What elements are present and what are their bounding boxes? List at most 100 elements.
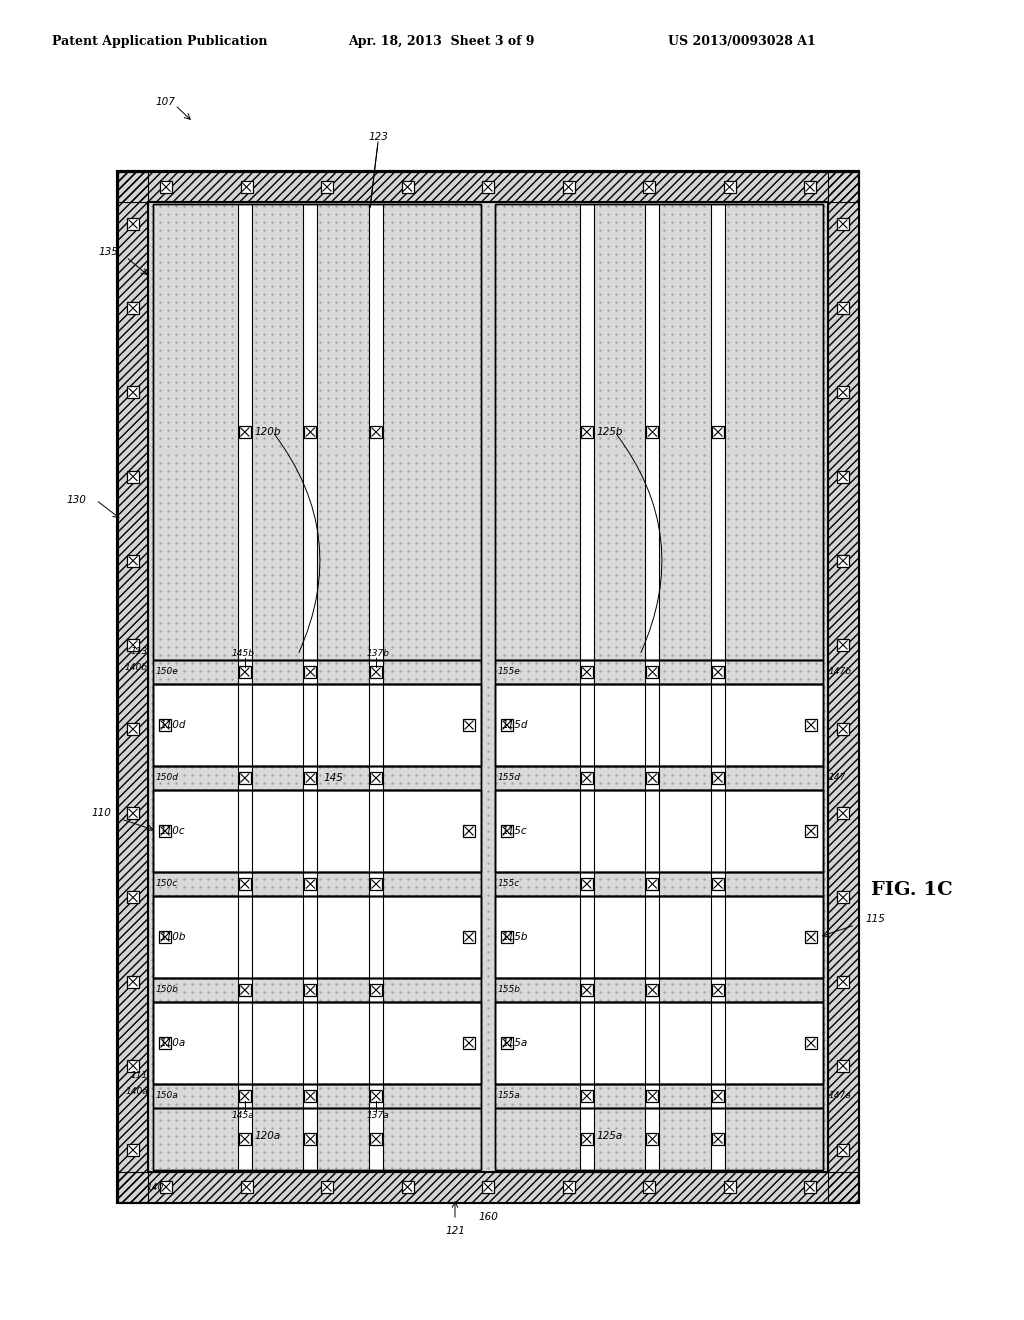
- Bar: [562, 181, 574, 193]
- Bar: [153, 789, 481, 873]
- Bar: [304, 1090, 316, 1102]
- Bar: [837, 639, 849, 651]
- Bar: [724, 181, 735, 193]
- Text: 155b: 155b: [498, 986, 521, 994]
- Bar: [495, 978, 823, 1002]
- Bar: [501, 825, 513, 837]
- Bar: [495, 1002, 823, 1084]
- Bar: [153, 978, 481, 1002]
- Bar: [804, 1181, 816, 1193]
- Text: 115c: 115c: [501, 826, 526, 836]
- Text: 115d: 115d: [501, 719, 527, 730]
- Bar: [127, 808, 139, 820]
- Text: 155a: 155a: [498, 1092, 521, 1101]
- Bar: [646, 772, 658, 784]
- Text: 155c: 155c: [498, 879, 520, 888]
- Text: 145: 145: [324, 774, 343, 783]
- Bar: [837, 975, 849, 987]
- Text: Patent Application Publication: Patent Application Publication: [52, 36, 267, 48]
- Bar: [581, 878, 593, 890]
- Text: 145b: 145b: [231, 649, 254, 657]
- Bar: [148, 202, 828, 1172]
- Bar: [153, 789, 481, 873]
- Text: 137a: 137a: [367, 1111, 389, 1119]
- Bar: [370, 426, 382, 438]
- Bar: [837, 387, 849, 399]
- Bar: [127, 975, 139, 987]
- Text: 140b: 140b: [125, 664, 148, 672]
- Bar: [724, 1181, 735, 1193]
- Bar: [159, 1038, 171, 1049]
- Bar: [495, 873, 823, 896]
- Bar: [153, 873, 481, 896]
- Bar: [646, 1133, 658, 1144]
- Bar: [118, 172, 148, 1203]
- Bar: [501, 719, 513, 731]
- Bar: [804, 181, 816, 193]
- Bar: [127, 218, 139, 230]
- Bar: [495, 789, 823, 873]
- Text: 110c: 110c: [159, 826, 184, 836]
- Bar: [127, 891, 139, 903]
- Bar: [153, 660, 481, 684]
- Bar: [239, 878, 251, 890]
- Bar: [370, 772, 382, 784]
- Bar: [303, 205, 317, 1170]
- Bar: [495, 789, 823, 873]
- Bar: [153, 205, 481, 660]
- Bar: [304, 1133, 316, 1144]
- Bar: [153, 789, 481, 873]
- Text: 107: 107: [155, 96, 175, 107]
- Bar: [321, 181, 333, 193]
- Bar: [127, 639, 139, 651]
- Text: 111: 111: [131, 1072, 148, 1081]
- Bar: [127, 302, 139, 314]
- Bar: [370, 1133, 382, 1144]
- Text: 147a: 147a: [829, 1092, 852, 1101]
- Text: 113: 113: [131, 648, 148, 656]
- Bar: [643, 1181, 655, 1193]
- Bar: [495, 789, 823, 873]
- Text: 145a: 145a: [231, 1111, 254, 1119]
- Bar: [712, 983, 724, 997]
- Bar: [370, 667, 382, 678]
- Bar: [153, 1002, 481, 1084]
- Bar: [153, 766, 481, 789]
- Bar: [495, 1107, 823, 1170]
- Bar: [805, 1038, 817, 1049]
- Bar: [646, 667, 658, 678]
- Bar: [127, 1144, 139, 1156]
- Bar: [837, 808, 849, 820]
- Bar: [837, 218, 849, 230]
- Bar: [463, 825, 475, 837]
- Text: 150b: 150b: [156, 986, 179, 994]
- Text: 150e: 150e: [156, 668, 179, 676]
- Bar: [127, 470, 139, 483]
- Bar: [153, 1107, 481, 1170]
- Bar: [482, 1181, 494, 1193]
- Text: 120b: 120b: [255, 426, 281, 437]
- Bar: [643, 181, 655, 193]
- Bar: [127, 1060, 139, 1072]
- Bar: [645, 205, 659, 1170]
- Bar: [153, 684, 481, 766]
- Bar: [495, 684, 823, 766]
- Bar: [805, 931, 817, 942]
- Bar: [153, 766, 481, 789]
- Text: 140: 140: [146, 1183, 164, 1192]
- Bar: [712, 772, 724, 784]
- Bar: [153, 1084, 481, 1107]
- Bar: [837, 1144, 849, 1156]
- Bar: [160, 181, 172, 193]
- Bar: [370, 878, 382, 890]
- Bar: [370, 1090, 382, 1102]
- Bar: [581, 1133, 593, 1144]
- Bar: [495, 978, 823, 1002]
- Bar: [581, 667, 593, 678]
- Bar: [495, 896, 823, 978]
- Bar: [127, 723, 139, 735]
- Text: 160: 160: [478, 1212, 498, 1222]
- Bar: [304, 878, 316, 890]
- Bar: [837, 554, 849, 566]
- Bar: [153, 1002, 481, 1084]
